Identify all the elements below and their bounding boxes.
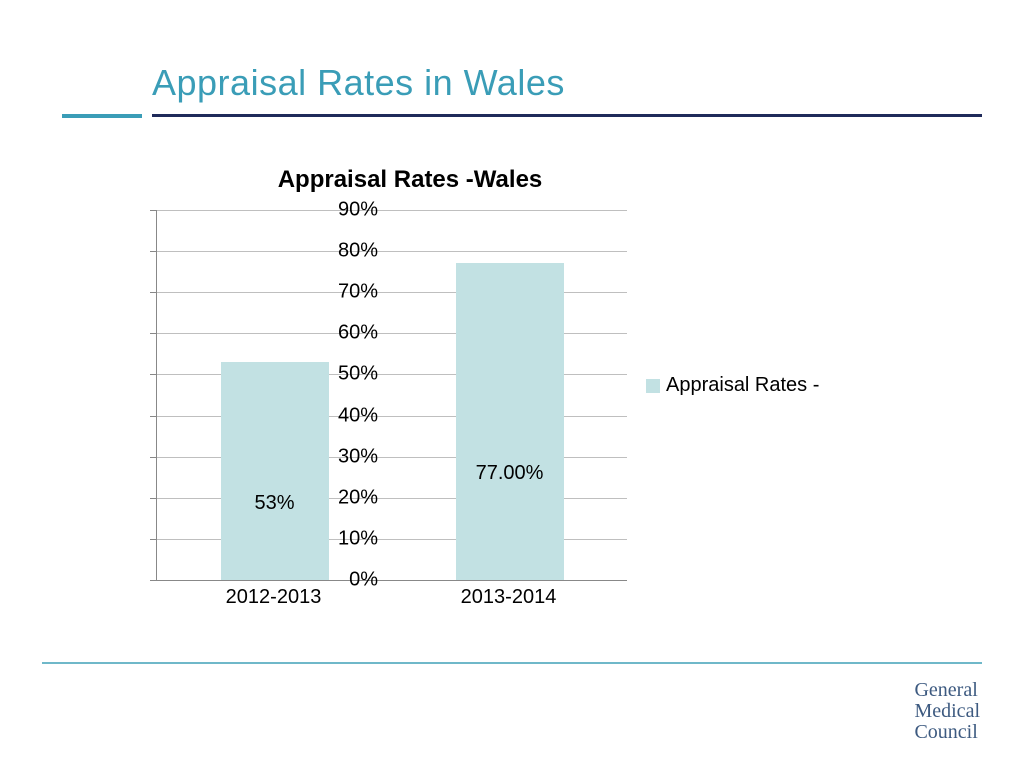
slide-title: Appraisal Rates in Wales (152, 62, 565, 104)
title-accent-short (62, 114, 142, 118)
y-tick (150, 498, 156, 499)
x-tick-label: 2013-2014 (391, 586, 626, 609)
y-tick (150, 251, 156, 252)
y-tick-label: 40% (318, 404, 378, 427)
y-tick (150, 210, 156, 211)
y-tick-label: 70% (318, 281, 378, 304)
y-tick-label: 90% (318, 199, 378, 222)
title-accent-long (152, 114, 982, 117)
chart-title: Appraisal Rates -Wales (200, 166, 620, 194)
x-tick-label: 2012-2013 (156, 586, 391, 609)
y-tick (150, 416, 156, 417)
y-tick-label: 60% (318, 322, 378, 345)
gridline (157, 210, 627, 211)
gridline (157, 251, 627, 252)
y-tick-label: 10% (318, 527, 378, 550)
y-tick-label: 20% (318, 486, 378, 509)
legend-swatch (646, 379, 660, 393)
y-tick-label: 30% (318, 445, 378, 468)
y-tick-label: 50% (318, 363, 378, 386)
y-tick (150, 580, 156, 581)
footer-logo-line2: Medical (914, 701, 980, 722)
footer-divider (42, 662, 982, 664)
bar-value-label: 53% (221, 492, 329, 515)
y-tick (150, 539, 156, 540)
bar: 77.00% (456, 263, 564, 580)
footer-logo-line1: General (914, 680, 980, 701)
y-tick (150, 333, 156, 334)
plot-area: 53% 77.00% (156, 210, 627, 581)
slide: Appraisal Rates in Wales Appraisal Rates… (0, 0, 1024, 768)
footer-logo-line3: Council (914, 722, 980, 743)
legend: Appraisal Rates - (646, 374, 819, 397)
y-tick-label: 80% (318, 240, 378, 263)
bar-value-label: 77.00% (456, 462, 564, 485)
legend-label: Appraisal Rates - (666, 374, 819, 397)
bar: 53% (221, 362, 329, 580)
bar-chart: 53%77.00% 0%10%20%30%40%50%60%70%80%90% … (86, 198, 856, 628)
footer-logo: General Medical Council (914, 680, 980, 743)
y-tick (150, 457, 156, 458)
y-tick (150, 292, 156, 293)
y-tick (150, 374, 156, 375)
